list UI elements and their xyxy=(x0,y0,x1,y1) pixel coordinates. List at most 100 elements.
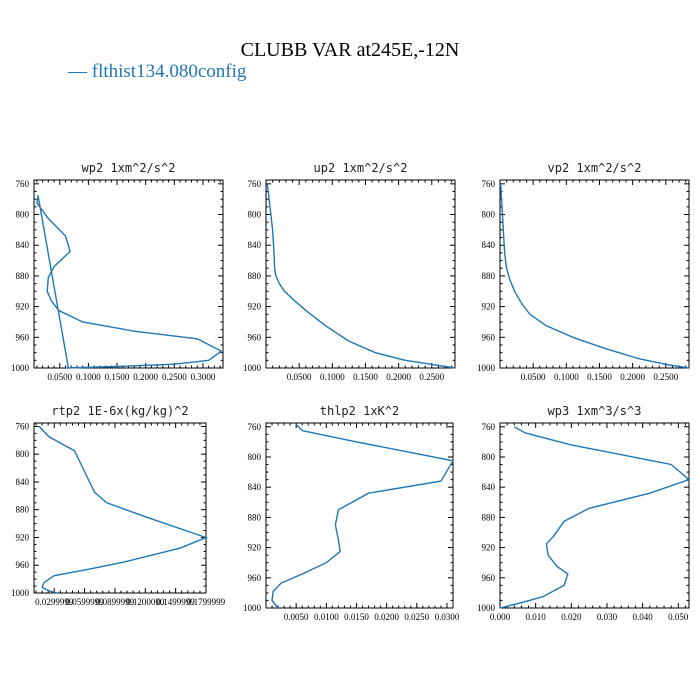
y-tick-label: 960 xyxy=(248,332,262,342)
x-tick-label: 0.2500 xyxy=(419,372,444,382)
legend-entry: — flthist134.080config xyxy=(67,61,247,82)
x-tick-label: 0.0599999 xyxy=(65,597,104,607)
y-tick-label: 840 xyxy=(248,482,262,492)
y-tick-label: 1000 xyxy=(11,363,30,373)
x-tick-label: 0.0050 xyxy=(284,612,309,622)
x-tick-label: 0.0300 xyxy=(435,612,460,622)
panel-title: rtp2 1E-6x(kg/kg)^2 xyxy=(51,404,188,418)
x-tick-label: 0.030 xyxy=(597,612,618,622)
x-tick-label: 0.1000 xyxy=(76,372,101,382)
figure-title: CLUBB VAR at245E,-12N xyxy=(241,39,460,61)
x-tick-label: 0.1200000 xyxy=(126,597,165,607)
series-line xyxy=(499,426,691,609)
y-tick-label: 960 xyxy=(16,332,30,342)
y-tick-label: 840 xyxy=(248,240,262,250)
y-tick-label: 960 xyxy=(248,573,262,583)
y-tick-label: 1000 xyxy=(477,603,496,613)
x-tick-label: 0.0500 xyxy=(287,372,312,382)
y-tick-label: 760 xyxy=(482,422,496,432)
y-tick-label: 880 xyxy=(248,512,262,522)
x-tick-label: 0.1500 xyxy=(105,372,130,382)
y-tick-label: 960 xyxy=(482,573,496,583)
x-tick-label: 0.0100 xyxy=(314,612,339,622)
x-tick-label: 0.2000 xyxy=(386,372,411,382)
x-tick-label: 0.2000 xyxy=(133,372,158,382)
y-tick-label: 880 xyxy=(16,271,30,281)
y-tick-label: 1000 xyxy=(11,588,30,598)
x-tick-label: 0.010 xyxy=(526,612,547,622)
panel-title: vp2 1xm^2/s^2 xyxy=(548,161,642,175)
y-tick-label: 960 xyxy=(482,332,496,342)
x-tick-label: 0.1499999 xyxy=(157,597,196,607)
y-tick-label: 880 xyxy=(16,505,30,515)
plot-frame xyxy=(265,422,454,609)
panel-1: wp2 1xm^2/s^2 760 800 840 880 920 960 1000 0.050… xyxy=(11,161,224,382)
y-tick-label: 920 xyxy=(16,532,30,542)
x-tick-label: 0.3000 xyxy=(191,372,216,382)
plot-frame xyxy=(499,179,690,369)
series-line xyxy=(266,183,456,369)
y-tick-label: 760 xyxy=(482,179,496,189)
series-line xyxy=(271,424,455,609)
x-tick-label: 0.0899999 xyxy=(96,597,135,607)
y-tick-label: 800 xyxy=(16,210,30,220)
y-tick-label: 800 xyxy=(248,452,262,462)
y-tick-label: 800 xyxy=(248,210,262,220)
x-tick-label: 0.020 xyxy=(561,612,582,622)
x-tick-label: 0.0250 xyxy=(404,612,429,622)
panel-4: rtp2 1E-6x(kg/kg)^2 760 800 840 880 920 960 100… xyxy=(11,404,226,607)
x-tick-label: 0.2000 xyxy=(620,372,645,382)
y-tick-label: 840 xyxy=(16,477,30,487)
y-tick-label: 840 xyxy=(482,240,496,250)
y-tick-label: 880 xyxy=(248,271,262,281)
y-tick-label: 1000 xyxy=(243,363,262,373)
panels: wp2 1xm^2/s^2 760 800 840 880 920 960 1000 0.050… xyxy=(11,161,691,622)
series-line xyxy=(36,195,223,369)
plot-frame xyxy=(33,422,207,594)
y-tick-label: 1000 xyxy=(477,363,496,373)
x-tick-label: 0.1500 xyxy=(587,372,612,382)
x-tick-label: 0.0200 xyxy=(374,612,399,622)
y-tick-label: 920 xyxy=(16,302,30,312)
y-tick-label: 800 xyxy=(16,449,30,459)
y-tick-label: 920 xyxy=(248,302,262,312)
x-tick-label: 0.2500 xyxy=(653,372,678,382)
panel-title: thlp2 1xK^2 xyxy=(320,404,399,418)
y-tick-label: 760 xyxy=(248,179,262,189)
y-tick-label: 920 xyxy=(482,543,496,553)
y-tick-label: 800 xyxy=(482,210,496,220)
y-tick-label: 800 xyxy=(482,452,496,462)
x-tick-label: 0.1799999 xyxy=(187,597,226,607)
panel-title: up2 1xm^2/s^2 xyxy=(314,161,408,175)
y-tick-label: 1000 xyxy=(243,603,262,613)
x-tick-label: 0.000 xyxy=(490,612,511,622)
panel-2: up2 1xm^2/s^2 760 800 840 880 920 960 1000 0.050… xyxy=(243,161,456,382)
y-tick-label: 880 xyxy=(482,512,496,522)
y-tick-label: 880 xyxy=(482,271,496,281)
y-tick-label: 760 xyxy=(16,179,30,189)
series-line xyxy=(38,426,208,594)
y-tick-label: 840 xyxy=(16,240,30,250)
panel-title: wp2 1xm^2/s^2 xyxy=(82,161,176,175)
panel-title: wp3 1xm^3/s^3 xyxy=(548,404,642,418)
y-tick-label: 760 xyxy=(16,421,30,431)
x-tick-label: 0.2500 xyxy=(162,372,187,382)
x-tick-label: 0.0500 xyxy=(47,372,72,382)
x-tick-label: 0.1000 xyxy=(320,372,345,382)
y-tick-label: 840 xyxy=(482,482,496,492)
x-tick-label: 0.1000 xyxy=(554,372,579,382)
x-tick-label: 0.0500 xyxy=(521,372,546,382)
y-tick-label: 960 xyxy=(16,560,30,570)
y-tick-label: 920 xyxy=(248,543,262,553)
plot-frame xyxy=(499,422,690,609)
panel-3: vp2 1xm^2/s^2 760 800 840 880 920 960 1000 0.050… xyxy=(477,161,690,382)
x-tick-label: 0.040 xyxy=(633,612,654,622)
plot-frame xyxy=(33,179,224,369)
panel-5: thlp2 1xK^2 760 800 840 880 920 960 1000 0.0050 0… xyxy=(243,404,460,622)
panel-6: wp3 1xm^3/s^3 760 800 840 880 920 960 10000.000… xyxy=(477,404,691,622)
y-tick-label: 920 xyxy=(482,302,496,312)
x-tick-label: 0.1500 xyxy=(353,372,378,382)
y-tick-label: 760 xyxy=(248,422,262,432)
x-tick-label: 0.0299999 xyxy=(35,597,74,607)
